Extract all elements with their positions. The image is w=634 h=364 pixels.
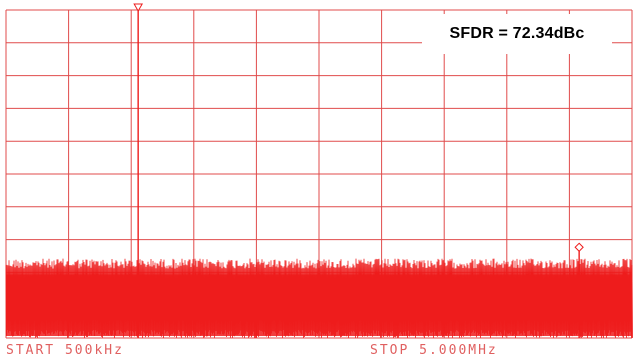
sfdr-label: SFDR = 72.34dBc [449,25,585,42]
x-start-label: START 500kHz [6,343,124,358]
spectrum-trace [5,10,633,339]
fundamental-marker [133,3,144,13]
spur-marker [574,242,584,252]
x-stop-label: STOP 5.000MHz [370,343,498,358]
sfdr-annotation: SFDR = 72.34dBc [422,14,612,54]
peak-markers [133,3,584,252]
noise-trace [5,258,633,339]
